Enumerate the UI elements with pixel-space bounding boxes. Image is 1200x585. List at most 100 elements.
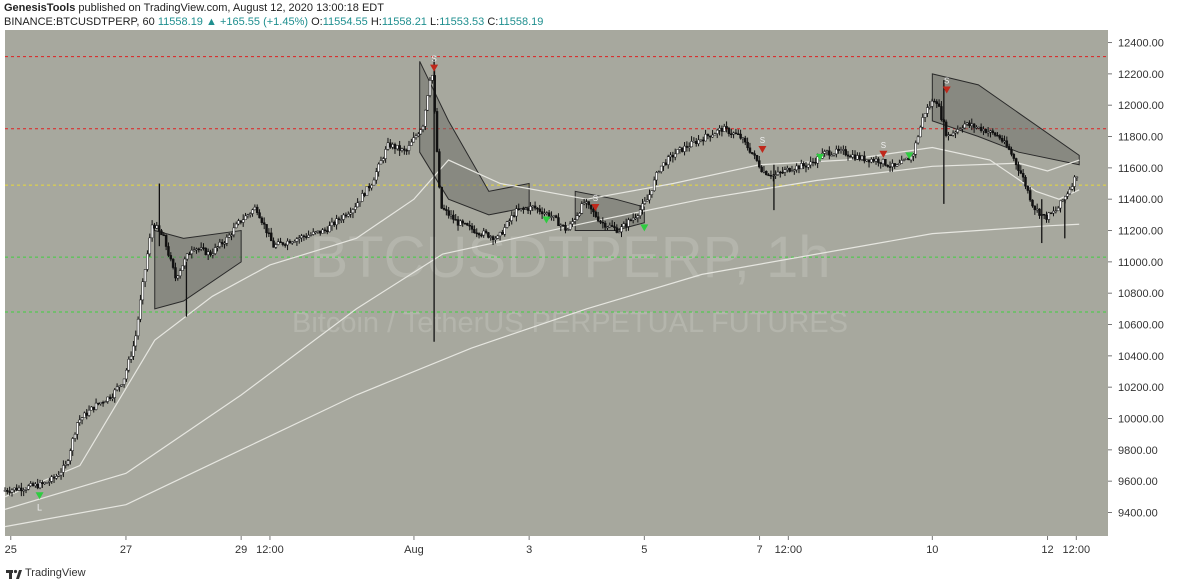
candle-body [666, 156, 670, 165]
candle-body [218, 241, 222, 247]
candle-body [503, 227, 506, 235]
indicator-bands [154, 61, 1080, 310]
candle-body [288, 240, 292, 244]
candle-body [718, 127, 721, 131]
candle-body [489, 236, 492, 238]
band-3 [574, 190, 645, 232]
candle-body [265, 224, 268, 234]
candle-body [697, 139, 700, 144]
candle-body [160, 230, 163, 236]
candle-body [860, 155, 864, 160]
candle-body [340, 219, 343, 221]
candle-body [87, 409, 91, 416]
candle-body [269, 232, 273, 242]
candle-body [680, 147, 684, 152]
ma-long [4, 223, 1080, 528]
time-axis[interactable]: 25 27 29 12:00 Aug 3 5 7 12:00 10 12 12:00 [5, 536, 1090, 556]
candle-body [237, 220, 240, 225]
candle-body [856, 155, 859, 160]
tradingview-brand[interactable]: TradingView [25, 567, 86, 579]
candle-body [379, 160, 383, 165]
candle-body [419, 129, 422, 135]
price-chart[interactable]: BTCUSDTPERP, 1h Bitcoin / TetherUS PERPE… [0, 30, 1200, 563]
candle-body [993, 132, 997, 136]
candle-body [230, 234, 233, 237]
candle-body [295, 238, 299, 242]
candle-body [1017, 164, 1020, 171]
sell-signal-marker [879, 150, 888, 158]
candle-body [984, 129, 988, 133]
candle-body [566, 229, 570, 231]
candle-body [480, 234, 483, 237]
price-axis[interactable]: 9400.00 9600.00 9800.00 10000.00 10200.00 104… [1108, 38, 1164, 520]
candle-body [538, 208, 542, 212]
candle-body [459, 220, 462, 226]
candle-body [120, 384, 124, 387]
candle-body [468, 224, 471, 227]
candle-body [748, 147, 752, 153]
candle-body [631, 217, 635, 221]
signal-label: S [944, 77, 949, 86]
candle-body [888, 166, 892, 168]
price-tick-label: 11600.00 [1118, 163, 1163, 175]
candle-body [830, 154, 833, 157]
price-tick-label: 11400.00 [1118, 194, 1163, 206]
candle-body [85, 412, 88, 416]
candle-body [171, 258, 175, 268]
candle-body [344, 214, 348, 217]
candle-body [737, 133, 740, 135]
candle-body [510, 215, 513, 221]
publisher-name[interactable]: GenesisTools [4, 2, 76, 14]
candle-body [722, 126, 726, 132]
candle-body [596, 216, 600, 222]
candle-body [797, 165, 801, 170]
candle-body [557, 217, 560, 226]
candle-body [475, 232, 478, 235]
sell-signal-marker [430, 64, 439, 72]
candle-body [10, 489, 14, 493]
candle-body [545, 212, 549, 214]
candle-body [466, 223, 469, 226]
price-tick-label: 10600.00 [1118, 320, 1164, 332]
candle-body [730, 133, 733, 136]
candle-body [262, 222, 266, 225]
candle-body [190, 249, 194, 255]
candle-body [671, 154, 675, 158]
candle-body [991, 130, 995, 134]
open-value: 11554.55 [322, 16, 368, 28]
candle-body [811, 161, 815, 164]
candle-body [227, 234, 231, 238]
candle-body [321, 229, 324, 234]
candle-body [1003, 140, 1006, 142]
candle-body [176, 275, 180, 279]
candle-body [867, 159, 871, 163]
candle-body [382, 158, 385, 161]
candle-body [178, 270, 182, 277]
candle-body [27, 485, 30, 490]
candle-body [127, 359, 131, 371]
band-1 [154, 229, 242, 310]
candle-body [895, 164, 899, 167]
candle-body [148, 237, 152, 255]
candle-body [1026, 185, 1030, 191]
signal-label: S [593, 194, 598, 203]
candle-body [34, 483, 37, 487]
candle-body [73, 433, 77, 439]
time-tick-label: 12:00 [775, 544, 803, 556]
candle-body [781, 171, 784, 174]
candle-body [1042, 214, 1046, 216]
candle-body [106, 396, 109, 402]
candle-body [986, 131, 990, 134]
tradingview-logo-icon[interactable] [6, 568, 22, 580]
candle-body [351, 209, 355, 214]
candle-body [1019, 170, 1023, 174]
time-tick-label: 5 [641, 544, 647, 556]
candle-body [349, 212, 352, 215]
candle-body [615, 227, 619, 233]
last-price: 11558.19 [157, 16, 203, 28]
candle-body [769, 174, 773, 177]
candle-body [683, 145, 686, 152]
candle-body [963, 123, 967, 129]
candle-body [99, 402, 102, 404]
candle-body [431, 75, 434, 81]
